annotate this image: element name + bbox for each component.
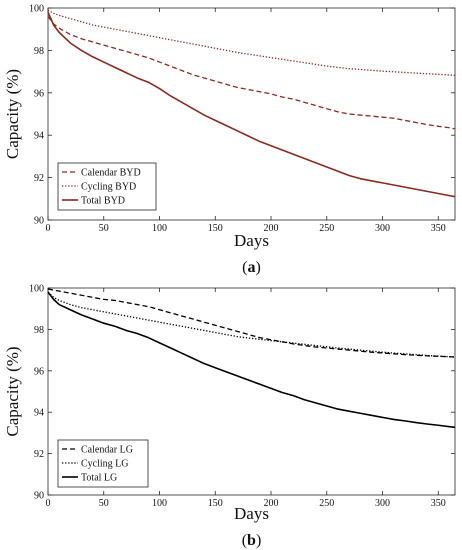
series-line-calendar-byd bbox=[47, 16, 456, 130]
series-line-cycling-byd bbox=[47, 9, 456, 77]
x-tick-label: 50 bbox=[99, 498, 109, 509]
y-tick-label: 98 bbox=[34, 46, 44, 57]
legend-entry-label: Calendar BYD bbox=[81, 168, 141, 179]
x-tick-label: 300 bbox=[375, 223, 390, 234]
y-tick-label: 90 bbox=[34, 216, 44, 227]
x-tick-label: 150 bbox=[208, 223, 223, 234]
x-tick-label: 100 bbox=[152, 223, 167, 234]
legend-entry-label: Cycling LG bbox=[81, 459, 129, 470]
caption-paren: ( bbox=[242, 532, 247, 549]
x-tick-label: 250 bbox=[319, 223, 334, 234]
x-tick-label: 350 bbox=[431, 223, 446, 234]
y-tick-label: 90 bbox=[34, 491, 44, 502]
y-tick-label: 100 bbox=[29, 4, 44, 15]
x-axis-label: Days bbox=[234, 231, 269, 250]
x-tick-label: 0 bbox=[46, 498, 51, 509]
y-axis-label: Capacity (%) bbox=[3, 69, 22, 159]
legend-box bbox=[57, 162, 157, 211]
legend-entry-label: Total BYD bbox=[81, 196, 125, 207]
y-tick-label: 94 bbox=[34, 408, 44, 419]
legend-entry-label: Calendar LG bbox=[81, 445, 133, 456]
legend-box bbox=[57, 439, 149, 488]
panel-caption: (a) bbox=[242, 259, 261, 276]
caption-letter: b bbox=[247, 532, 256, 549]
x-tick-label: 0 bbox=[46, 223, 51, 234]
chart-panel-b: 0 50 100 150 200 250 300 350 90 92 94 96 98 100 Days Ca… bbox=[3, 284, 456, 549]
legend-entry-label: Total LG bbox=[81, 473, 117, 484]
caption-paren: ) bbox=[256, 532, 261, 549]
caption-letter: a bbox=[248, 259, 256, 276]
x-tick-label: 200 bbox=[264, 223, 279, 234]
x-tick-label: 250 bbox=[319, 498, 334, 509]
panel-caption: (b) bbox=[242, 532, 262, 549]
x-tick-label: 350 bbox=[431, 498, 446, 509]
x-tick-label: 200 bbox=[264, 498, 279, 509]
legend: Calendar BYD Cycling BYD Total BYD bbox=[57, 162, 157, 211]
x-tick-label: 300 bbox=[375, 498, 390, 509]
legend: Calendar LG Cycling LG Total LG bbox=[57, 439, 149, 488]
x-axis-label: Days bbox=[234, 504, 269, 523]
series-line-total-lg bbox=[47, 291, 456, 429]
x-tick-label: 150 bbox=[208, 498, 223, 509]
y-tick-label: 94 bbox=[34, 131, 44, 142]
y-tick-label: 92 bbox=[34, 449, 44, 460]
series-line-calendar-lg bbox=[47, 288, 456, 358]
y-tick-label: 100 bbox=[29, 284, 44, 295]
y-axis-label: Capacity (%) bbox=[3, 346, 22, 436]
y-tick-label: 98 bbox=[34, 325, 44, 336]
x-tick-label: 50 bbox=[99, 223, 109, 234]
caption-paren: ) bbox=[256, 259, 261, 276]
x-tick-label: 100 bbox=[152, 498, 167, 509]
chart-panel-a: 0 50 100 150 200 250 300 350 90 92 94 96 98 100 Days Ca… bbox=[3, 4, 456, 276]
y-tick-label: 96 bbox=[34, 366, 44, 377]
series-line-total-byd bbox=[47, 11, 456, 198]
y-tick-label: 92 bbox=[34, 173, 44, 184]
caption-paren: ( bbox=[242, 259, 247, 276]
y-tick-label: 96 bbox=[34, 88, 44, 99]
legend-entry-label: Cycling BYD bbox=[81, 182, 136, 193]
